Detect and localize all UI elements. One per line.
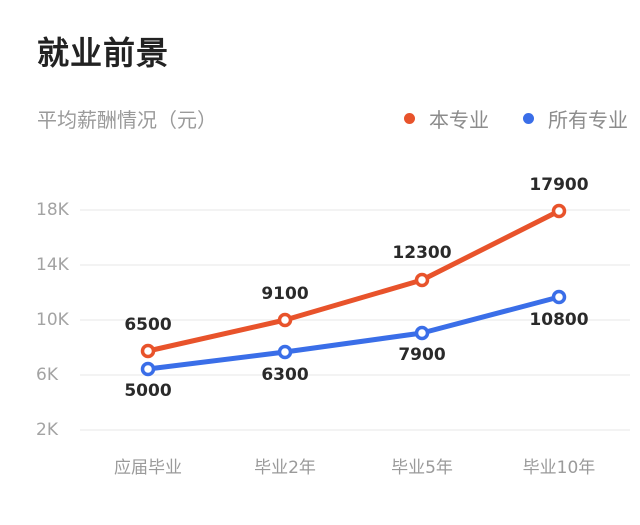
y-tick-14k: 14K	[36, 255, 69, 275]
data-point[interactable]	[414, 272, 430, 288]
data-label: 12300	[392, 243, 451, 263]
legend-item-this-major[interactable]: 本专业	[404, 104, 489, 133]
chart-subtitle: 平均薪酬情况（元）	[37, 108, 217, 132]
gridlines	[80, 209, 630, 431]
y-tick-6k: 6K	[36, 365, 58, 385]
data-point[interactable]	[414, 325, 430, 341]
y-tick-10k: 10K	[36, 310, 69, 330]
y-tick-2k: 2K	[36, 420, 58, 440]
data-label: 17900	[529, 175, 588, 195]
series-points-this-major	[140, 203, 567, 359]
data-point[interactable]	[551, 203, 567, 219]
data-label: 10800	[529, 310, 588, 330]
data-label: 6500	[124, 315, 171, 335]
data-point[interactable]	[277, 312, 293, 328]
data-label: 6300	[261, 365, 308, 385]
data-label: 7900	[398, 345, 445, 365]
data-point[interactable]	[140, 361, 156, 377]
data-point[interactable]	[551, 289, 567, 305]
legend-label: 所有专业	[548, 108, 628, 132]
x-tick-label: 毕业5年	[391, 458, 453, 478]
legend-item-all-majors[interactable]: 所有专业	[523, 104, 628, 133]
series-line-this-major	[145, 208, 562, 354]
y-tick-18k: 18K	[36, 200, 69, 220]
x-tick-label: 毕业10年	[522, 458, 596, 478]
blue-dot-icon	[523, 113, 534, 124]
chart-legend: 本专业 所有专业	[370, 104, 628, 133]
orange-dot-icon	[404, 113, 415, 124]
data-label: 5000	[124, 381, 171, 401]
data-point[interactable]	[140, 343, 156, 359]
legend-label: 本专业	[429, 108, 489, 132]
series-points-all-majors	[140, 289, 567, 377]
series-line-all-majors	[145, 294, 562, 372]
x-tick-label: 毕业2年	[254, 458, 316, 478]
page-title: 就业前景	[37, 34, 170, 72]
x-tick-label: 应届毕业	[114, 458, 182, 478]
data-point[interactable]	[277, 344, 293, 360]
data-label: 9100	[261, 284, 308, 304]
